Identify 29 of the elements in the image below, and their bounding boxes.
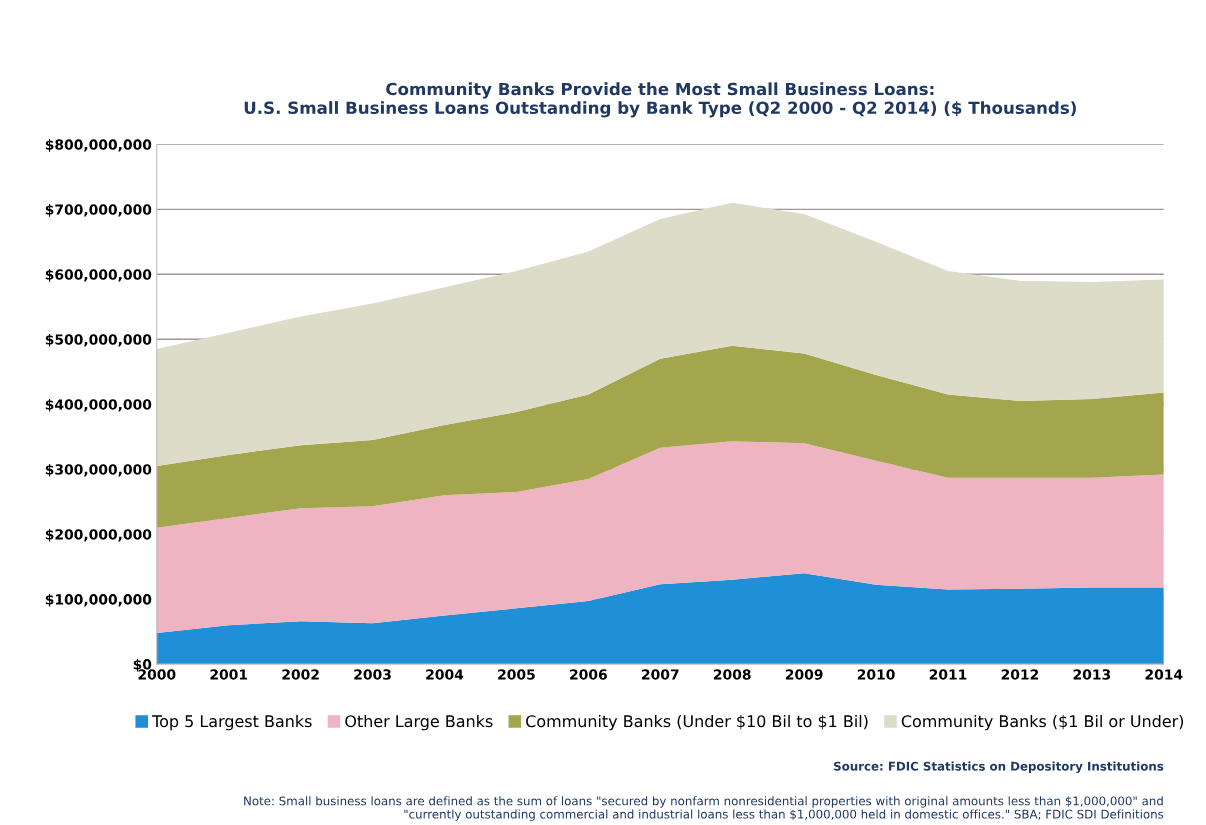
x-tick-label: 2006 [570,669,607,680]
legend-label: Community Banks ($1 Bil or Under) [901,714,1184,731]
x-tick-label: 2001 [210,669,248,680]
legend-label: Top 5 Largest Banks [152,714,312,731]
x-tick-label: 2009 [785,669,823,680]
x-tick-label: 2008 [713,669,751,680]
x-tick-label: 2012 [1001,669,1039,680]
y-tick-label: $200,000,000 [45,528,152,542]
x-tick-label: 2011 [929,669,967,680]
legend-label: Community Banks (Under $10 Bil to $1 Bil) [526,714,868,731]
chart-title: Community Banks Provide the Most Small Business Loans: U.S. Small Business Loans Outstanding by Bank Type (Q2 2000 - Q2 2014) ($ Thousands) [244,82,1076,118]
y-tick-label: $300,000,000 [45,463,152,477]
source-note: Source: FDIC Statistics on Depository Institutions [834,761,1164,774]
x-tick-label: 2007 [642,669,679,680]
x-tick-label: 2013 [1073,669,1111,680]
x-tick-label: 2004 [426,669,464,680]
text: Note: Small business loans are defined as the sum of loans "secured by nonfarm nonresidential properties with original amounts less than $1,000,000" and "currently outstanding commercial and industrial loans less than $1,000,000 held in domestic offices." SBA; FDIC SDI Definitions [244,796,1164,821]
x-tick-label: 2010 [857,669,895,680]
x-tick-label: 2014 [1145,669,1183,680]
legend-label: Other Large Banks [345,714,493,731]
x-tick-label: 2003 [354,669,391,680]
y-tick-label: $800,000,000 [45,139,152,152]
y-tick-label: $500,000,000 [45,334,152,347]
x-tick-label: 2002 [282,669,319,680]
y-tick-label: $400,000,000 [45,398,152,412]
y-tick-label: $700,000,000 [45,204,152,217]
y-tick-label: $600,000,000 [45,269,152,282]
y-tick-label: $100,000,000 [45,593,152,607]
x-tick-label: 2005 [498,669,535,680]
